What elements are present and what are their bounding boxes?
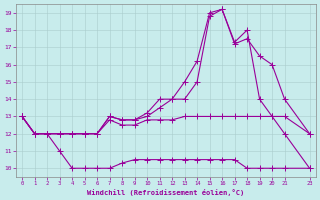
X-axis label: Windchill (Refroidissement éolien,°C): Windchill (Refroidissement éolien,°C) <box>87 189 244 196</box>
